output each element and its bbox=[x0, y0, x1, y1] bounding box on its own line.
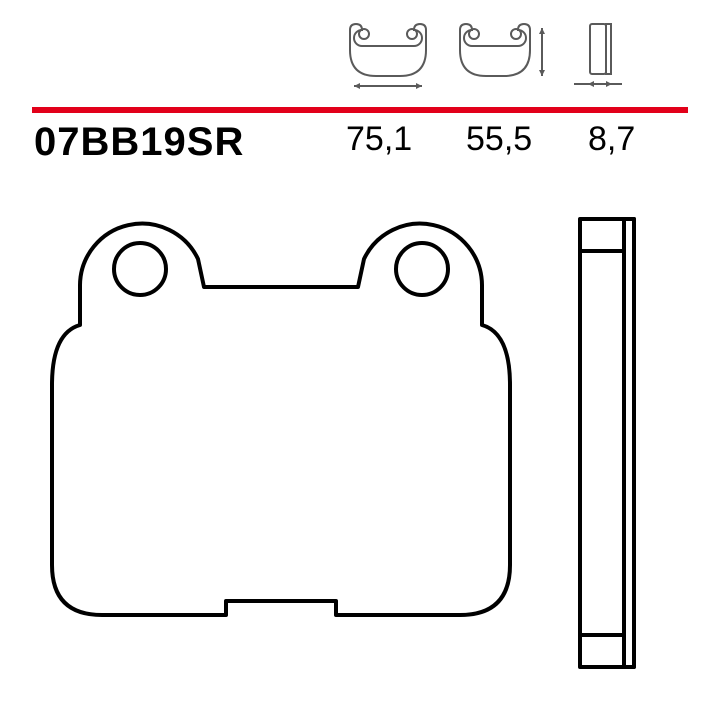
accent-horizontal-rule bbox=[32, 100, 688, 106]
width-dimension-icon bbox=[340, 20, 436, 90]
pad-front-outline bbox=[52, 224, 510, 615]
width-value: 75,1 bbox=[346, 120, 412, 159]
technical-drawing bbox=[40, 195, 680, 695]
height-dimension-icon bbox=[452, 20, 548, 90]
thickness-dimension-icon bbox=[564, 20, 636, 90]
mounting-hole-right bbox=[396, 243, 448, 295]
thickness-value: 8,7 bbox=[588, 120, 635, 159]
mounting-hole-left bbox=[114, 243, 166, 295]
pad-side-view bbox=[580, 219, 634, 667]
part-code: 07BB19SR bbox=[34, 120, 244, 165]
dimension-icons-row bbox=[340, 20, 636, 90]
height-value: 55,5 bbox=[466, 120, 532, 159]
